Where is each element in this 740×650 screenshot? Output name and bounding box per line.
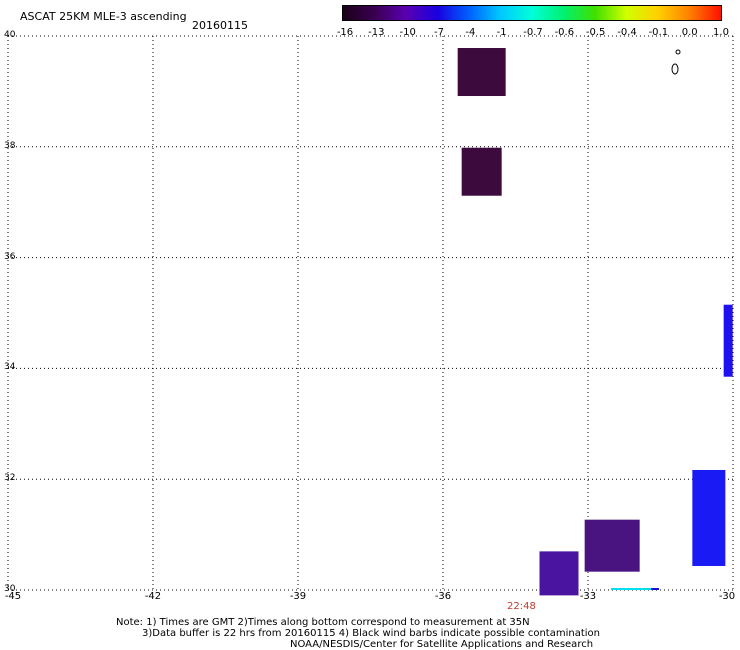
latitude-label: 38 <box>4 140 16 151</box>
map-title: ASCAT 25KM MLE-3 ascending <box>20 10 187 23</box>
color-scale-label: -16 <box>336 27 354 38</box>
barb-circle-bottom <box>671 63 679 75</box>
map-date: 20160115 <box>192 19 248 32</box>
color-scale-label: -0.6 <box>554 27 575 38</box>
color-scale-label: -13 <box>368 27 385 38</box>
wind-cells <box>457 48 733 596</box>
longitude-label: -45 <box>4 591 22 602</box>
wind-cell <box>692 469 726 566</box>
color-scale-label: -0.1 <box>648 27 669 38</box>
color-scale-label: -1 <box>496 27 507 38</box>
barb-circle-top <box>675 49 681 55</box>
lat-lon-grid <box>7 35 734 591</box>
longitude-label: -33 <box>579 591 597 602</box>
wind-cell <box>723 304 733 377</box>
longitude-label: -30 <box>718 591 736 602</box>
note-line-3: NOAA/NESDIS/Center for Satellite Applica… <box>290 639 594 650</box>
color-scale-label: -10 <box>399 27 416 38</box>
color-scale-label: 1.0 <box>713 27 729 38</box>
longitude-label: -39 <box>289 591 307 602</box>
latitude-label: 40 <box>4 30 16 40</box>
wind-cell <box>539 551 579 596</box>
latitude-label: 32 <box>4 473 16 484</box>
color-scale-label: -7 <box>434 27 444 38</box>
latitude-label: 30 <box>4 584 16 594</box>
note-line-1: Note: 1) Times are GMT 2)Times along bot… <box>116 617 530 628</box>
note-line-2: 3)Data buffer is 22 hrs from 20160115 4)… <box>142 628 600 639</box>
color-scale-bar <box>342 5 722 21</box>
latitude-label: 36 <box>4 251 16 262</box>
overpass-time: 22:48 <box>507 601 536 612</box>
color-scale-label: -0.4 <box>617 27 637 38</box>
wind-cell <box>584 519 640 572</box>
longitude-label: -42 <box>144 591 162 602</box>
longitude-label: -36 <box>434 591 452 602</box>
color-scale-label: -4 <box>465 27 476 38</box>
latitude-label: 34 <box>4 362 16 373</box>
color-scale-label: -0.5 <box>585 27 606 38</box>
wind-cell <box>461 147 502 196</box>
wind-barb-marker <box>671 49 681 75</box>
color-scale-label: 0.0 <box>681 27 698 38</box>
color-scale-label: -0.7 <box>523 27 543 38</box>
wind-cell <box>457 48 506 97</box>
